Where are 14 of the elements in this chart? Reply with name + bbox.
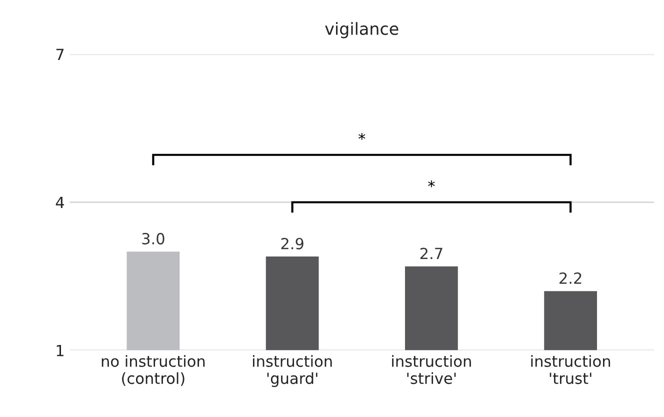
data-label: 2.2: [560, 272, 582, 284]
x-tick-label: instruction 'guard': [253, 355, 332, 388]
x-tick-label: instruction 'strive': [392, 355, 471, 384]
data-label: 2.9: [281, 238, 304, 250]
y-tick-label: 4: [56, 196, 64, 208]
x-tick-label: instruction 'trust': [531, 355, 610, 384]
data-label: 3.0: [142, 232, 164, 244]
y-tick-label: 7: [56, 48, 64, 60]
y-tick-label: 1: [56, 344, 64, 356]
x-tick-label: no instruction (control): [102, 355, 205, 386]
data-label: 2.7: [420, 248, 442, 260]
chart-title: vigilance: [325, 22, 398, 38]
annotation: *: [358, 132, 366, 140]
annotation: *: [428, 180, 435, 188]
